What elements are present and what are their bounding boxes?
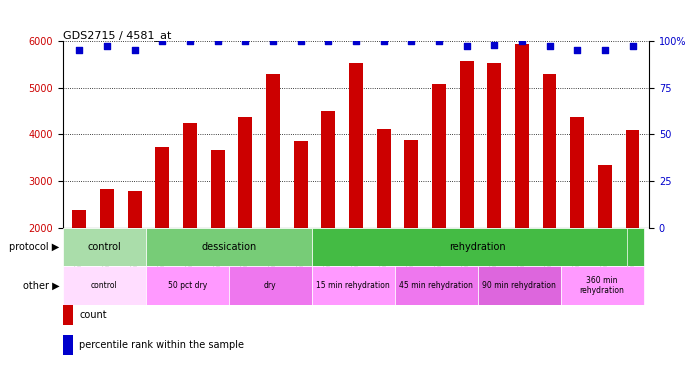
Point: [350, 38, 362, 44]
Point: [572, 47, 583, 53]
Text: dry: dry: [264, 281, 276, 290]
Bar: [183, 123, 197, 228]
Point: [101, 44, 112, 50]
Point: [544, 44, 555, 50]
Point: [212, 38, 223, 44]
Bar: [394, 266, 477, 305]
Text: 15 min rehydration: 15 min rehydration: [316, 281, 390, 290]
Bar: [487, 63, 501, 228]
Point: [267, 38, 279, 44]
Point: [461, 44, 472, 50]
Bar: [229, 266, 312, 305]
Bar: [266, 75, 280, 228]
Bar: [432, 84, 446, 228]
Text: rehydration: rehydration: [450, 242, 506, 252]
Point: [74, 47, 85, 53]
Bar: [598, 165, 612, 228]
Bar: [570, 117, 584, 228]
Bar: [312, 228, 644, 266]
Bar: [515, 44, 529, 228]
Point: [600, 47, 611, 53]
Bar: [312, 266, 394, 305]
Point: [322, 38, 334, 44]
Bar: [460, 61, 473, 228]
Point: [627, 44, 638, 50]
Text: 50 pct dry: 50 pct dry: [168, 281, 207, 290]
Bar: [63, 304, 73, 324]
Text: count: count: [80, 309, 107, 320]
Text: percentile rank within the sample: percentile rank within the sample: [80, 339, 244, 350]
Bar: [100, 189, 114, 228]
Bar: [128, 191, 142, 228]
Text: dessication: dessication: [201, 242, 256, 252]
Point: [406, 38, 417, 44]
Bar: [63, 266, 146, 305]
Point: [378, 38, 389, 44]
Bar: [146, 266, 229, 305]
Point: [184, 38, 195, 44]
Bar: [349, 63, 363, 228]
Point: [129, 47, 140, 53]
Text: control: control: [91, 281, 118, 290]
Bar: [156, 147, 170, 228]
Point: [295, 38, 306, 44]
Bar: [146, 228, 312, 266]
Bar: [239, 117, 252, 228]
Bar: [73, 210, 87, 228]
Bar: [63, 334, 73, 355]
Text: 90 min rehydration: 90 min rehydration: [482, 281, 556, 290]
Bar: [542, 74, 556, 228]
Point: [517, 38, 528, 44]
Point: [157, 38, 168, 44]
Text: other ▶: other ▶: [23, 280, 59, 290]
Text: protocol ▶: protocol ▶: [9, 242, 59, 252]
Bar: [560, 266, 644, 305]
Bar: [625, 130, 639, 228]
Bar: [294, 141, 308, 228]
Bar: [377, 129, 391, 228]
Point: [489, 42, 500, 48]
Bar: [477, 266, 560, 305]
Text: GDS2715 / 4581_at: GDS2715 / 4581_at: [63, 30, 171, 41]
Bar: [211, 150, 225, 228]
Point: [240, 38, 251, 44]
Point: [433, 38, 445, 44]
Text: control: control: [87, 242, 121, 252]
Bar: [321, 111, 335, 228]
Bar: [404, 140, 418, 228]
Text: 45 min rehydration: 45 min rehydration: [399, 281, 473, 290]
Text: 360 min
rehydration: 360 min rehydration: [579, 276, 625, 295]
Bar: [63, 228, 146, 266]
